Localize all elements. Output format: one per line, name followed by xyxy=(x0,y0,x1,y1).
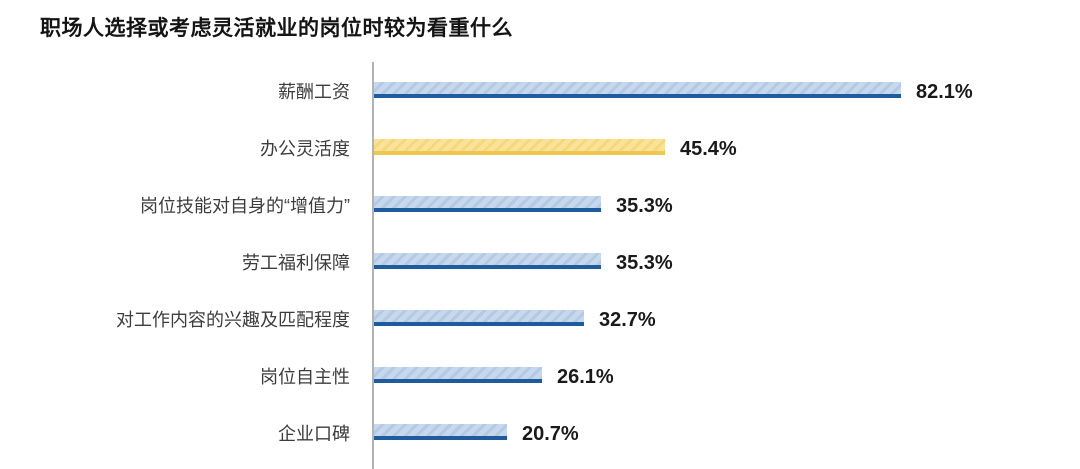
bar-row: 岗位技能对自身的“增值力” 35.3% xyxy=(0,195,1080,253)
bar-row: 办公灵活度 45.4% xyxy=(0,138,1080,196)
page-title: 职场人选择或考虑灵活就业的岗位时较为看重什么 xyxy=(40,17,513,40)
value-label: 35.3% xyxy=(616,252,673,274)
value-label: 32.7% xyxy=(599,309,656,331)
value-label: 45.4% xyxy=(680,138,737,160)
bar xyxy=(374,367,542,383)
bar-row: 岗位自主性 26.1% xyxy=(0,366,1080,424)
bar xyxy=(374,196,601,212)
bar xyxy=(374,424,507,440)
category-label: 岗位技能对自身的“增值力” xyxy=(140,196,350,216)
value-label: 20.7% xyxy=(522,423,579,445)
bar xyxy=(374,82,901,98)
category-label: 岗位自主性 xyxy=(260,367,350,387)
bar-highlighted xyxy=(374,139,665,155)
y-axis-line xyxy=(372,62,374,469)
bar-row: 劳工福利保障 35.3% xyxy=(0,252,1080,310)
bar-row: 对工作内容的兴趣及匹配程度 32.7% xyxy=(0,309,1080,367)
bar xyxy=(374,253,601,269)
value-label: 35.3% xyxy=(616,195,673,217)
bar-row: 薪酬工资 82.1% xyxy=(0,81,1080,139)
value-label: 26.1% xyxy=(557,366,614,388)
category-label: 薪酬工资 xyxy=(278,82,350,102)
category-label: 对工作内容的兴趣及匹配程度 xyxy=(116,310,350,330)
bar-row: 企业口碑 20.7% xyxy=(0,423,1080,469)
category-label: 劳工福利保障 xyxy=(242,253,350,273)
category-label: 办公灵活度 xyxy=(260,139,350,159)
category-label: 企业口碑 xyxy=(278,424,350,444)
bar xyxy=(374,310,584,326)
value-label: 82.1% xyxy=(916,81,973,103)
